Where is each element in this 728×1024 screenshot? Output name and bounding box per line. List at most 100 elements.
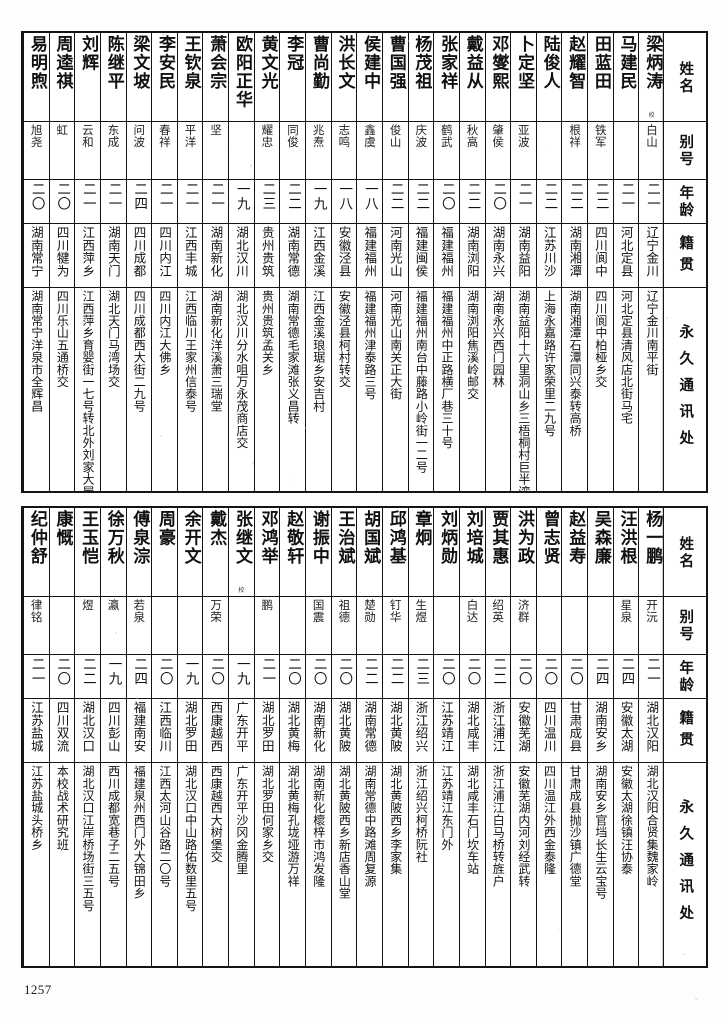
- roster-entry-column[interactable]: 周逵祺虹二〇 四川犍为 四川乐山五通桥交: [49, 33, 75, 491]
- roster-entry-column[interactable]: 陈继平 东成 二一 湖南天门 湖北天门马湾场交: [100, 33, 126, 491]
- cell-name-text: 张继文: [232, 510, 251, 566]
- roster-entry-column[interactable]: 杨茂祖 庆波 二二 福建闽侯 福建福州南台中藤路小岭街一二号: [408, 33, 434, 491]
- roster-entry-column[interactable]: 刘辉 云和 二一 江西萍乡 江西萍乡育婴街一七号转北外刘家大屋: [74, 33, 100, 491]
- cell-alias: 耀忠: [255, 121, 280, 179]
- cell-origin: 江苏盐城: [24, 698, 49, 762]
- scan-speck: [187, 677, 188, 678]
- roster-entry-column[interactable]: 洪为政 济群 二〇 安徽芜湖 安徽芜湖内河刘经武转: [510, 508, 536, 966]
- roster-entry-column[interactable]: 章炯 生煜 二三 浙江绍兴 浙江绍兴柯桥阮社: [408, 508, 434, 966]
- cell-age: 二二: [562, 179, 587, 223]
- roster-entry-column[interactable]: 余开文 一九 湖北罗田 湖北汉口中山路佑数里五号: [177, 508, 203, 966]
- cell-origin-text: 湖北黄陂: [389, 701, 402, 752]
- roster-entry-column[interactable]: 邓燮熙 肇侯 二〇 湖南永兴 湖南永兴西门园林: [485, 33, 511, 491]
- roster-entry-column[interactable]: 梁炳涛校白山 二一 辽宁金川 辽宁金川南平街: [638, 33, 664, 491]
- cell-origin: 四川彭山: [101, 698, 126, 762]
- cell-alias: 亚波: [511, 121, 536, 179]
- roster-entry-column[interactable]: 王钦泉 平洋 二一 江西丰城 江西临川王家州信泰号: [177, 33, 203, 491]
- roster-entry-column[interactable]: 洪长文 志鸣 一八 安徽泾县 安徽泾县柯村转交: [331, 33, 357, 491]
- cell-name: 李安民: [152, 33, 177, 121]
- roster-entry-column[interactable]: 胡国斌 楚勋 二二 湖南常德 湖南常德中路滩周复源: [356, 508, 382, 966]
- cell-age-text: 一九: [311, 182, 326, 211]
- roster-entry-column[interactable]: 汪洪根 星泉 二四 安徽太湖 安徽太湖徐镇汪协泰: [613, 508, 639, 966]
- roster-entry-column[interactable]: 刘培城 白达 二〇 湖北咸丰 湖北咸丰石门坎车站: [459, 508, 485, 966]
- cell-origin: 江苏川沙: [537, 223, 562, 287]
- roster-entry-column[interactable]: 马建民 二一 河北定县 河北定县清风店北街马宅: [613, 33, 639, 491]
- cell-age-text: 二〇: [439, 182, 454, 211]
- cell-name-text: 傅泉淙: [129, 510, 148, 566]
- row-label-name: 姓名: [664, 508, 706, 596]
- roster-entry-column[interactable]: 吴森廉 二四 湖南安乡 湖南安乡官垱长生云宝号: [587, 508, 613, 966]
- roster-entry-column[interactable]: 戴益从 秋高 二二 湖南浏阳 湖南浏阳焦溪岭邮交: [459, 33, 485, 491]
- cell-name: 梁文坡: [127, 33, 152, 121]
- roster-entry-column[interactable]: 邓鸿举鹏二一 湖北罗田 湖北罗田何家乡交: [254, 508, 280, 966]
- roster-entry-column[interactable]: 侯建中 鑫虞 一八 福建福州 福建福州津泰路三号: [356, 33, 382, 491]
- roster-entry-column[interactable]: 田蓝田 铁军 二二 四川阆中 四川阆中柏桠乡交: [587, 33, 613, 491]
- roster-entry-column[interactable]: 邱鸿基 钉华 二二 湖北黄陂 湖北黄陂西乡李家集: [382, 508, 408, 966]
- cell-name: 康慨: [50, 508, 75, 596]
- roster-entry-column[interactable]: 王玉恺煜二二 湖北汉口 湖北汉口江岸桥场街三五号: [74, 508, 100, 966]
- roster-entry-column[interactable]: 杨一鹏 开沅 二一 湖北汉阳 湖北汉阳合贤集魏家岭: [638, 508, 664, 966]
- cell-address: 福建福州津泰路三号: [357, 287, 382, 491]
- cell-address-text: 江西太河山谷路二〇号: [158, 765, 171, 887]
- cell-name: 卜定坚: [511, 33, 536, 121]
- roster-entry-column[interactable]: 赵益寿 二〇 甘肃成县 甘肃成县抛沙镇广德堂: [561, 508, 587, 966]
- cell-age: 二〇: [562, 654, 587, 698]
- roster-entry-column[interactable]: 谢振中 国震 二〇 湖南新化 湖南新化櫰梓市鸿发隆: [305, 508, 331, 966]
- roster-entry-column[interactable]: 陆俊人 二二 江苏川沙 上海永嘉路许家荣里二九号: [536, 33, 562, 491]
- cell-alias: 庆波: [409, 121, 434, 179]
- roster-entry-column[interactable]: 李冠 同俊 二二 湖南常德 湖南常德毛家滩张义昌转: [279, 33, 305, 491]
- cell-origin-text: 四川彭山: [107, 701, 120, 752]
- cell-address: 江西金溪琅琚乡安吉村: [306, 287, 331, 491]
- cell-address-text: 福建福州中正路横厂巷三十号: [440, 290, 453, 449]
- scan-speck: [695, 998, 698, 1001]
- roster-entry-column[interactable]: 欧阳正华 一九 湖北汉川 湖北汉川分水咀万永茂商店交: [228, 33, 254, 491]
- roster-entry-column[interactable]: 易明煦 旭尧 二〇 湖南常宁 湖南常宁洋泉市全辉昌: [23, 33, 49, 491]
- cell-name-text: 梁文坡: [129, 35, 148, 91]
- cell-origin-text: 江西金溪: [312, 226, 325, 277]
- cell-name: 易明煦: [24, 33, 49, 121]
- roster-entry-column[interactable]: 李安民 春祥 二一 四川内江 四川内江大佛乡: [151, 33, 177, 491]
- cell-age: 二一: [203, 179, 228, 223]
- roster-entry-column[interactable]: 刘炳勋 二〇 江苏靖江 江苏靖江东门外: [433, 508, 459, 966]
- cell-name: 欧阳正华: [229, 33, 254, 121]
- roster-entry-column[interactable]: 曹尚勤 兆焘 一九 江西金溪 江西金溪琅琚乡安吉村: [305, 33, 331, 491]
- cell-address-text: 湖南新化洋溪萧三瑞堂: [209, 290, 222, 412]
- roster-entry-column[interactable]: 黄文光 耀忠 二三 贵州贵筑 贵州贵筑孟关乡: [254, 33, 280, 491]
- cell-name: 徐万秋: [101, 508, 126, 596]
- cell-origin: 江西丰城: [178, 223, 203, 287]
- cell-name-text: 余开文: [181, 510, 200, 566]
- roster-entry-column[interactable]: 傅泉淙 若泉 二四 福建南安 福建泉州西门外大锦田乡: [126, 508, 152, 966]
- roster-entry-column[interactable]: 赵耀智 根祥 二二 湖南湘潭 湖南湘潭石潭同兴泰转高桥: [561, 33, 587, 491]
- roster-entry-column[interactable]: 卜定坚 亚波 二一 湖南益阳 湖南益阳十六里洞山乡三梧桐村巨半湾交: [510, 33, 536, 491]
- roster-entry-column[interactable]: 梁文坡 问波 二四 四川成都 四川成都西大街二九号: [126, 33, 152, 491]
- cell-address-text: 福建福州南台中藤路小岭街一二号: [415, 290, 428, 473]
- roster-entry-column[interactable]: 戴杰 万荣 二〇 西康越西 西康越西大树堡交: [202, 508, 228, 966]
- cell-origin-text: 安徽芜湖: [517, 701, 530, 752]
- cell-alias-text: 煜: [81, 599, 94, 611]
- roster-entry-column[interactable]: 康慨 二〇 四川双流 本校战术研究班: [49, 508, 75, 966]
- cell-name-text: 卜定坚: [514, 35, 533, 91]
- roster-entry-column[interactable]: 王治斌 祖德 二〇 湖北黄陂 湖北黄陂西乡新店香山堂: [331, 508, 357, 966]
- cell-age-text: 二一: [644, 657, 659, 686]
- cell-name-text: 洪为政: [514, 510, 533, 566]
- cell-origin: 江西金溪: [306, 223, 331, 287]
- roster-entry-column[interactable]: 徐万秋瀛一九 四川彭山 西川成都宽巷子二五号: [100, 508, 126, 966]
- roster-entry-column[interactable]: 周豪 二〇 江西临川 江西太河山谷路二〇号: [151, 508, 177, 966]
- cell-origin: 江苏靖江: [434, 698, 459, 762]
- roster-entry-column[interactable]: 纪仲舒 律铭 二一 江苏盐城 江苏盐城头桥乡: [23, 508, 49, 966]
- roster-entry-column[interactable]: 曾志贤 二〇 四川温川 四川温江外西金泰隆: [536, 508, 562, 966]
- roster-entry-column[interactable]: 赵敬轩 二〇 湖北黄梅 湖北黄梅孔垅垭游万祥: [279, 508, 305, 966]
- cell-name: 陈继平: [101, 33, 126, 121]
- roster-entry-column[interactable]: 萧会宗坚二一 湖南新化 湖南新化洋溪萧三瑞堂: [202, 33, 228, 491]
- cell-alias-text: 志鸣: [338, 124, 351, 148]
- scan-speck: [408, 40, 409, 41]
- roster-entry-column[interactable]: 曹国强 俊山 二二 河南光山 河南光山南关正大街: [382, 33, 408, 491]
- cell-name-text: 王钦泉: [181, 35, 200, 91]
- cell-address: 河南光山南关正大街: [383, 287, 408, 491]
- cell-name-text: 田蓝田: [591, 35, 610, 91]
- roster-entry-column[interactable]: 贾其惠 绍英 二二 浙江浦江 浙江浦江白马桥转旌户: [485, 508, 511, 966]
- roster-entry-column[interactable]: 张家祥 鹤武 二〇 福建福州 福建福州中正路横厂巷三十号: [433, 33, 459, 491]
- cell-origin-text: 湖南湘潭: [568, 226, 581, 277]
- roster-entry-column[interactable]: 张继文校一九 广东开平 广东开平沙冈金腾里: [228, 508, 254, 966]
- cell-age: 二二: [383, 654, 408, 698]
